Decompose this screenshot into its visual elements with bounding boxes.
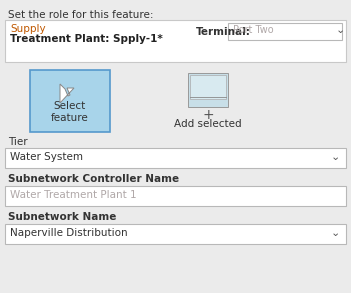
Text: Subnetwork Controller Name: Subnetwork Controller Name — [8, 174, 179, 184]
Bar — [190, 75, 226, 99]
Text: Naperville Distribution: Naperville Distribution — [10, 228, 128, 238]
Text: Water Treatment Plant 1: Water Treatment Plant 1 — [10, 190, 137, 200]
Text: Subnetwork Name: Subnetwork Name — [8, 212, 117, 222]
Text: Supply: Supply — [10, 24, 46, 34]
Polygon shape — [60, 84, 74, 103]
Text: ⌄: ⌄ — [331, 228, 340, 238]
Text: Port Two: Port Two — [233, 25, 274, 35]
Bar — [5, 148, 346, 168]
Text: Set the role for this feature:: Set the role for this feature: — [8, 10, 153, 20]
Bar — [30, 70, 110, 132]
Text: Add selected: Add selected — [174, 119, 242, 129]
Bar — [5, 186, 346, 206]
Bar — [188, 73, 228, 107]
Text: +: + — [202, 108, 214, 122]
Text: Tier: Tier — [8, 137, 28, 147]
Bar — [5, 20, 346, 62]
Bar — [5, 224, 346, 244]
Text: ⌄: ⌄ — [331, 152, 340, 162]
Bar — [228, 23, 342, 40]
Text: ⌄: ⌄ — [336, 25, 345, 35]
Text: Water System: Water System — [10, 152, 83, 162]
Text: Treatment Plant: Spply-1*: Treatment Plant: Spply-1* — [10, 34, 163, 44]
Text: Terminal:: Terminal: — [196, 27, 251, 37]
Text: Select
feature: Select feature — [51, 101, 89, 123]
